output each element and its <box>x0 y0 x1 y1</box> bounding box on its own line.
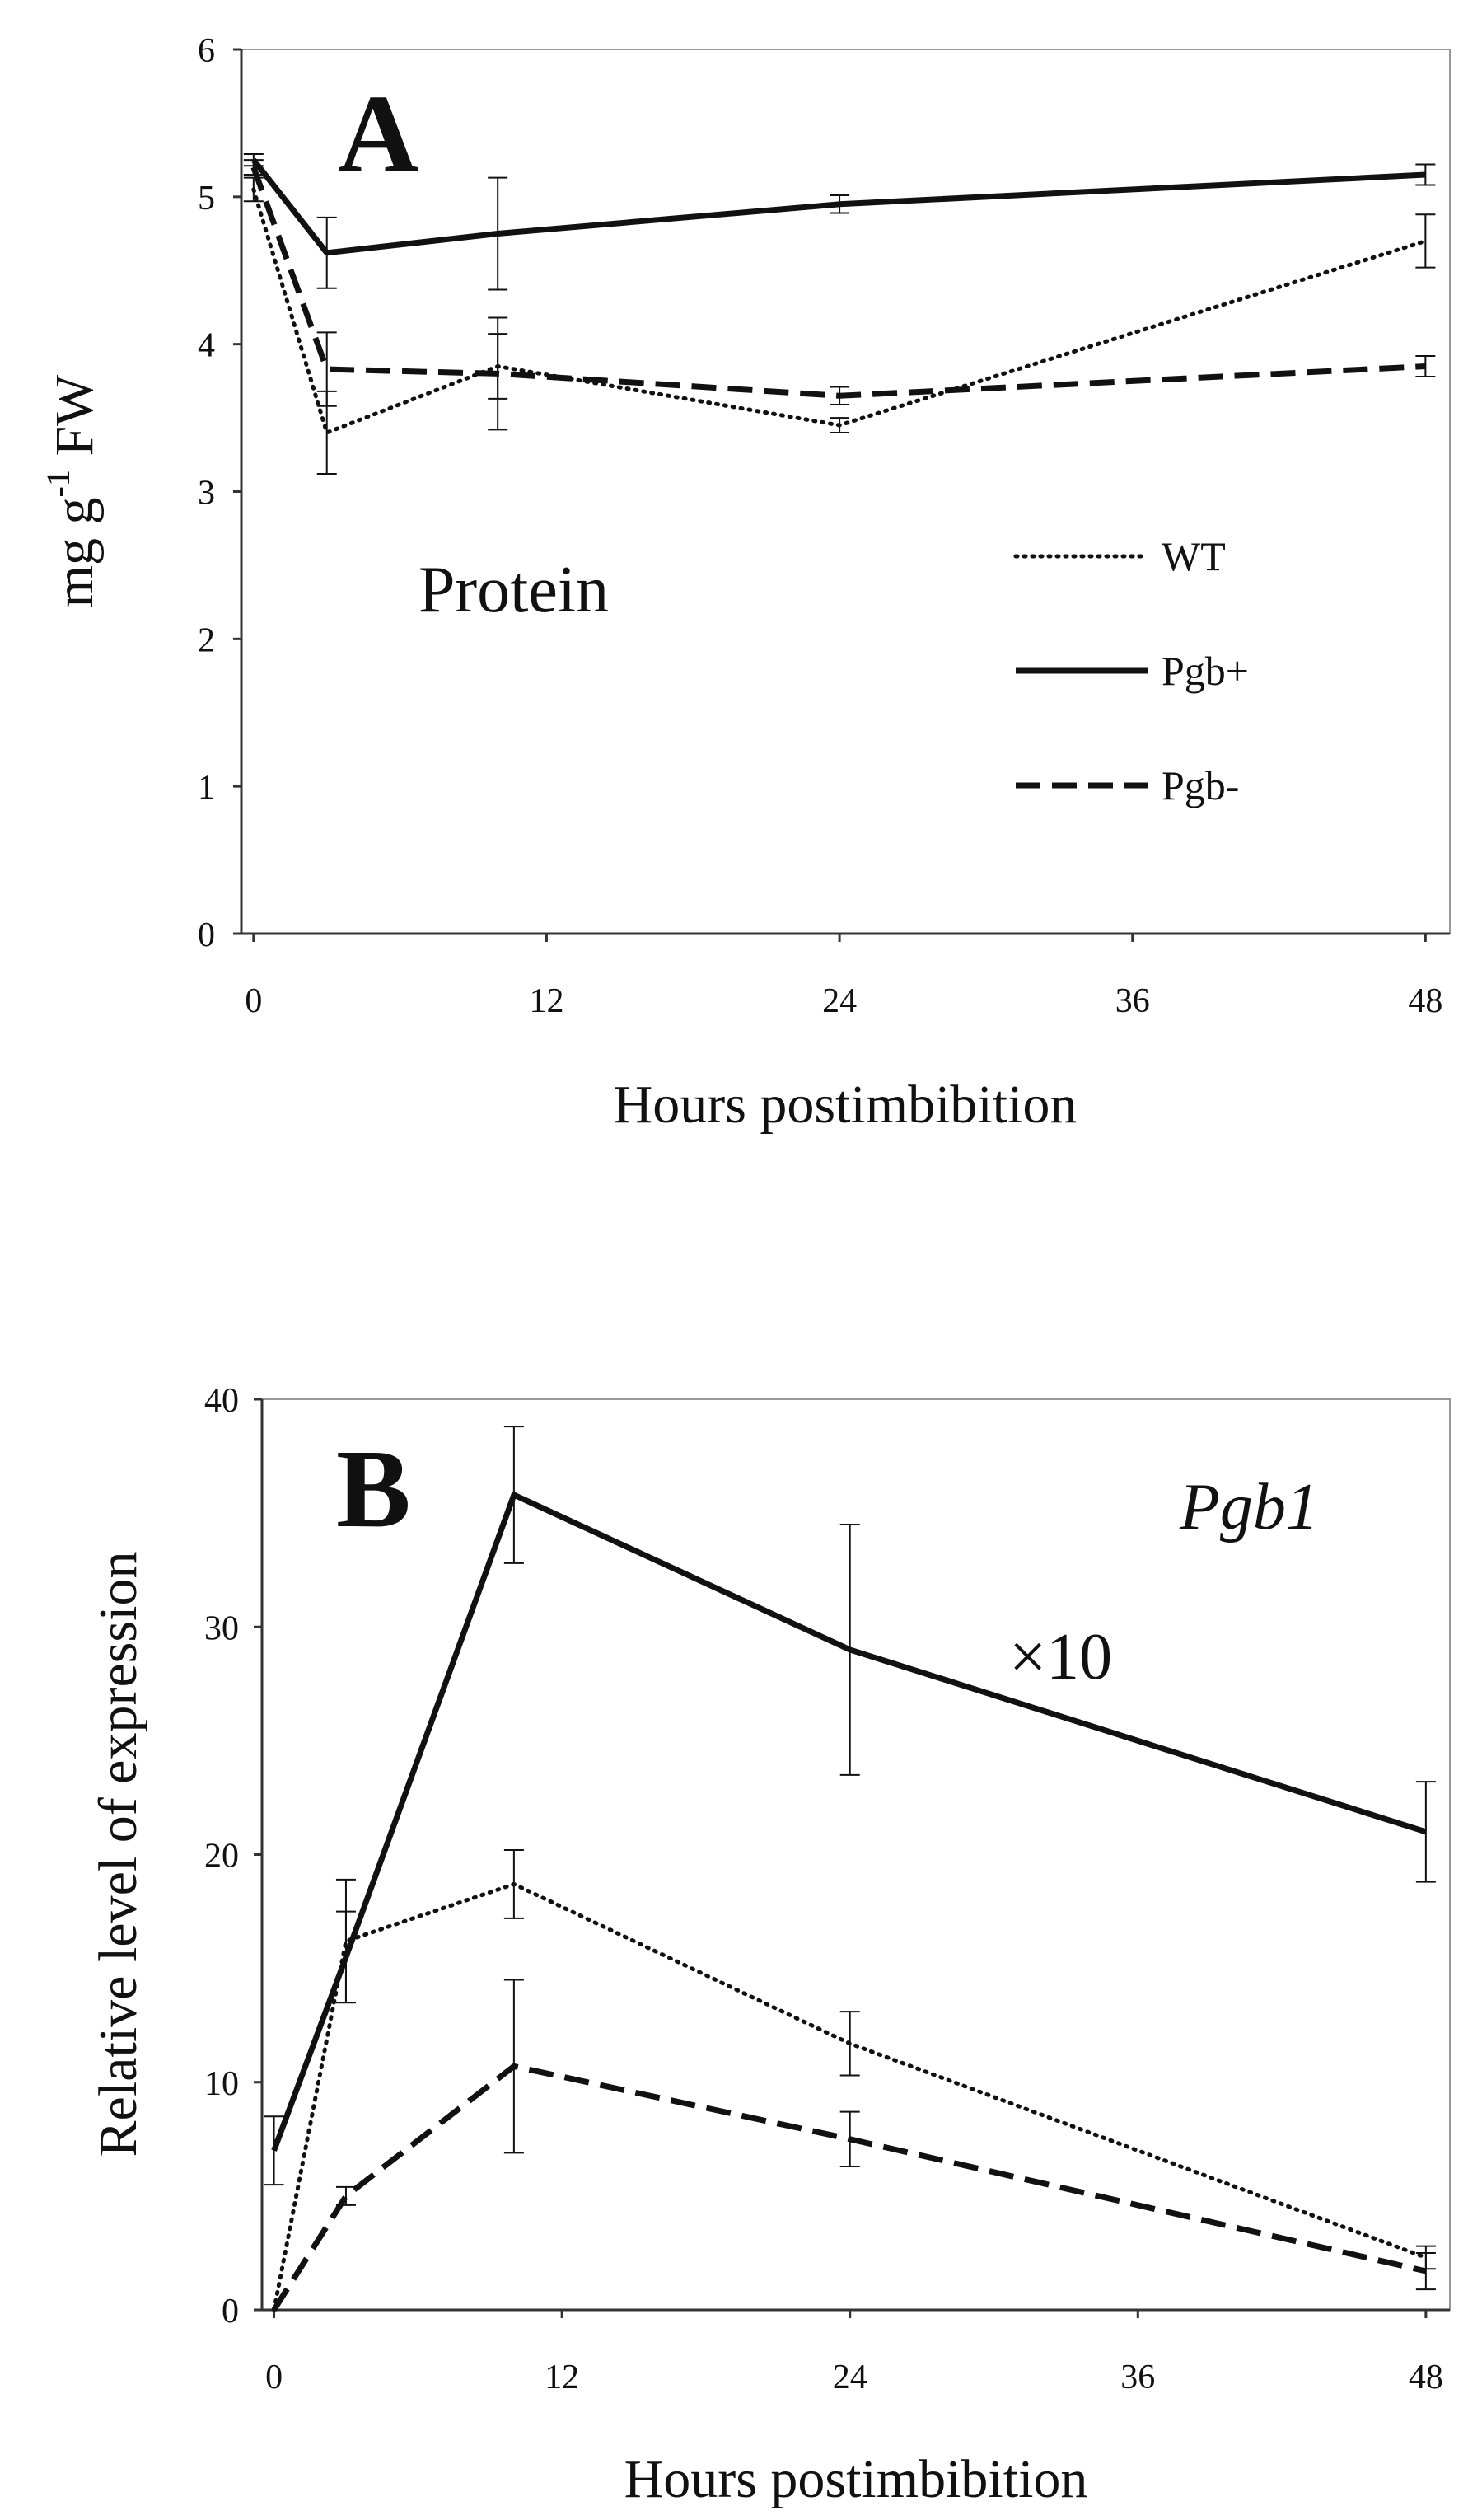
x-tick-label: 0 <box>265 2358 283 2396</box>
y-tick-label: 3 <box>198 475 215 513</box>
error-bar-pgb-minus <box>839 2110 860 2167</box>
y-tick-label: 40 <box>204 1382 239 1420</box>
error-bar-wt <box>1415 213 1436 269</box>
error-bar-pgb-plus <box>839 1523 860 1776</box>
error-bar-pgb-plus <box>1415 163 1436 186</box>
x-tick-label: 36 <box>1115 982 1150 1020</box>
error-bar-pgb-minus <box>503 1979 524 2154</box>
error-bar-wt <box>830 417 850 433</box>
error-bar-pgb-plus <box>335 1910 356 2004</box>
y-tick-label: 0 <box>198 916 215 954</box>
y-tick-label: 2 <box>198 621 215 659</box>
panel-b-x-ticks: 0 12 24 36 48 <box>265 2310 1443 2396</box>
y-tick-label: 10 <box>204 2065 239 2103</box>
panel-b-annotation-2: ×10 <box>1009 1621 1112 1693</box>
panel-a-x-ticks: 0 12 24 36 48 <box>245 934 1442 1020</box>
y-tick-label: 20 <box>204 1838 239 1876</box>
error-bar-pgb-plus <box>830 194 850 214</box>
error-bar-pgb-minus <box>1415 354 1436 378</box>
y-tick-label: 30 <box>204 1609 239 1647</box>
panel-b-annotation: Pgb1 <box>1179 1471 1319 1543</box>
x-tick-label: 24 <box>833 2358 867 2396</box>
error-bar-pgb-plus <box>316 216 337 289</box>
series-pgb-plus <box>243 152 1436 291</box>
error-bar-pgb-minus <box>830 386 850 405</box>
panel-a-y-ticks: 0 1 2 3 4 5 6 <box>198 32 241 954</box>
panel-a-x-axis-title: Hours postimbibition <box>614 1075 1078 1135</box>
panel-a-letter: A <box>338 73 418 196</box>
series-pgb-minus <box>271 1979 1436 2312</box>
panel-b-x-axis-title: Hours postimbibition <box>624 2449 1088 2509</box>
series-line-pgb-minus <box>271 2063 1427 2312</box>
panel-a-series <box>243 152 1436 475</box>
error-bar-pgb-plus <box>1415 1781 1436 1883</box>
x-tick-label: 24 <box>822 982 857 1020</box>
series-pgb-plus <box>264 1426 1436 2186</box>
series-wt <box>243 176 1436 475</box>
x-tick-label: 48 <box>1409 2358 1443 2396</box>
error-bar-pgb-minus <box>488 316 508 431</box>
panel-a-y-axis-title-sup: -1 <box>40 470 77 497</box>
panel-a-legend: WT Pgb+ Pgb- <box>1013 533 1249 808</box>
series-wt <box>272 1848 1436 2312</box>
error-bar-pgb-plus <box>264 2115 284 2186</box>
x-tick-label: 12 <box>529 982 563 1020</box>
panel-b-y-ticks: 0 10 20 30 40 <box>204 1382 262 2330</box>
x-tick-label: 48 <box>1408 982 1442 1020</box>
y-tick-label: 1 <box>198 769 215 807</box>
panel-a-annotation: Protein <box>418 554 609 626</box>
error-bar-pgb-minus <box>1415 2251 1436 2291</box>
series-line-wt <box>272 1881 1428 2312</box>
y-tick-label: 5 <box>198 180 215 218</box>
panel-b-series <box>264 1426 1436 2312</box>
x-tick-label: 36 <box>1120 2358 1155 2396</box>
error-bar-wt <box>503 1848 524 1919</box>
y-tick-label: 4 <box>198 327 215 365</box>
x-tick-label: 12 <box>545 2358 579 2396</box>
panel-a-y-axis-title-main: mg g <box>44 497 105 607</box>
panel-b-chart: 0 10 20 30 40 0 12 24 36 48 B Pgb1 ×10 Hours pos… <box>88 1382 1451 2509</box>
error-bar-pgb-minus <box>316 331 337 407</box>
panel-b-y-axis-title: Relative level of expression <box>88 1552 148 2157</box>
legend-label-pgb-plus: Pgb+ <box>1162 648 1249 694</box>
x-tick-label: 0 <box>245 982 262 1020</box>
y-tick-label: 0 <box>222 2293 239 2330</box>
series-pgb-minus <box>243 159 1436 431</box>
panel-a-y-axis-title-tail: FW <box>44 374 105 470</box>
legend-label-wt: WT <box>1162 533 1226 579</box>
error-bar-pgb-plus <box>503 1426 524 1564</box>
error-bar-pgb-plus <box>488 176 508 291</box>
error-bar-pgb-minus <box>243 159 264 176</box>
legend-label-pgb-minus: Pgb- <box>1162 762 1239 808</box>
error-bar-pgb-minus <box>335 2185 356 2206</box>
y-tick-label: 6 <box>198 32 215 70</box>
panel-b-letter: B <box>336 1427 411 1551</box>
panel-a-y-axis-title: mg g-1 FW <box>40 374 105 607</box>
error-bar-wt <box>839 2011 860 2077</box>
